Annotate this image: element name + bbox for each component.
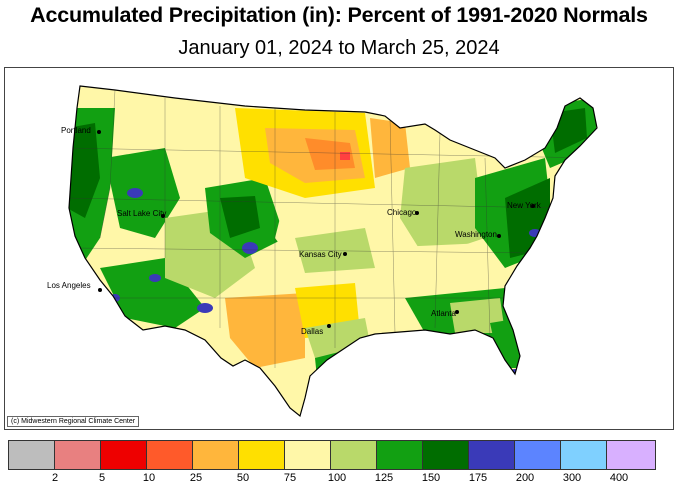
- city-label-salt-lake-city: Salt Lake City: [117, 209, 167, 218]
- legend-swatch-4: [193, 441, 239, 469]
- city-label-washington: Washington: [455, 230, 497, 239]
- washington-marker: [497, 234, 501, 238]
- city-label-new-york: New York: [507, 201, 541, 210]
- city-label-los-angeles: Los Angeles: [47, 281, 91, 290]
- new-york-marker: [531, 204, 535, 208]
- legend-tick-label: 150: [421, 472, 441, 484]
- legend-tick-label: 50: [236, 472, 250, 484]
- legend-tick-label: 2: [51, 472, 59, 484]
- legend-ticks: 2 5 10 25 50 75 100 125 150 175 200 300 400: [8, 472, 670, 486]
- precip-region: [127, 188, 143, 198]
- legend-swatch-6: [285, 441, 331, 469]
- legend-swatch-9: [423, 441, 469, 469]
- dallas-marker: [327, 324, 331, 328]
- precip-region: [69, 123, 100, 218]
- legend-swatch-13: [607, 441, 655, 469]
- precip-region: [329, 384, 341, 392]
- kansas-city-marker: [343, 252, 347, 256]
- legend-tick-label: 175: [468, 472, 488, 484]
- legend-tick-label: 75: [283, 472, 297, 484]
- salt-lake-city-marker: [161, 214, 165, 218]
- city-label-kansas-city: Kansas City: [299, 250, 342, 259]
- precip-region: [340, 152, 350, 160]
- los-angeles-marker: [98, 288, 102, 292]
- city-label-dallas: Dallas: [301, 327, 324, 336]
- city-markers: [97, 130, 535, 328]
- legend-swatch-12: [561, 441, 607, 469]
- legend-swatch-2: [101, 441, 147, 469]
- legend-swatch-8: [377, 441, 423, 469]
- map-title: Accumulated Precipitation (in): Percent …: [30, 3, 648, 27]
- legend-tick-label: 25: [189, 472, 203, 484]
- map-subtitle: January 01, 2024 to March 25, 2024: [178, 37, 500, 59]
- atlanta-marker: [455, 310, 459, 314]
- precip-region: [149, 274, 161, 282]
- legend-swatch-0: [9, 441, 55, 469]
- precip-region: [220, 196, 260, 238]
- legend-swatch-5: [239, 441, 285, 469]
- us-map-svg: [68, 85, 598, 418]
- chicago-marker: [415, 211, 419, 215]
- precip-region: [375, 243, 495, 308]
- legend-swatch-3: [147, 441, 193, 469]
- legend-tick-label: 400: [609, 472, 629, 484]
- precip-region: [400, 158, 485, 258]
- color-legend: [8, 440, 656, 470]
- precip-region: [242, 242, 258, 254]
- us-outline: [68, 85, 598, 418]
- legend-tick-label: 200: [515, 472, 535, 484]
- legend-swatch-1: [55, 441, 101, 469]
- precip-region: [315, 348, 355, 408]
- legend-swatch-7: [331, 441, 377, 469]
- legend-swatch-11: [515, 441, 561, 469]
- legend-swatch-10: [469, 441, 515, 469]
- legend-tick-label: 100: [327, 472, 347, 484]
- precipitation-map: Portland Salt Lake City Los Angeles Kans…: [4, 67, 674, 430]
- city-label-portland: Portland: [61, 126, 91, 135]
- legend-tick-label: 10: [142, 472, 156, 484]
- legend-tick-label: 125: [374, 472, 394, 484]
- precip-region: [197, 303, 213, 313]
- precip-region: [305, 138, 355, 170]
- legend-tick-label: 300: [562, 472, 582, 484]
- legend-tick-label: 5: [98, 472, 106, 484]
- precip-region: [225, 293, 305, 368]
- city-label-chicago: Chicago: [387, 208, 417, 217]
- credit-label: (c) Midwestern Regional Climate Center: [7, 416, 140, 427]
- state-borders: [69, 89, 596, 368]
- portland-marker: [97, 130, 101, 134]
- city-label-atlanta: Atlanta: [431, 309, 456, 318]
- precip-region: [323, 363, 345, 403]
- precip-region: [370, 118, 410, 178]
